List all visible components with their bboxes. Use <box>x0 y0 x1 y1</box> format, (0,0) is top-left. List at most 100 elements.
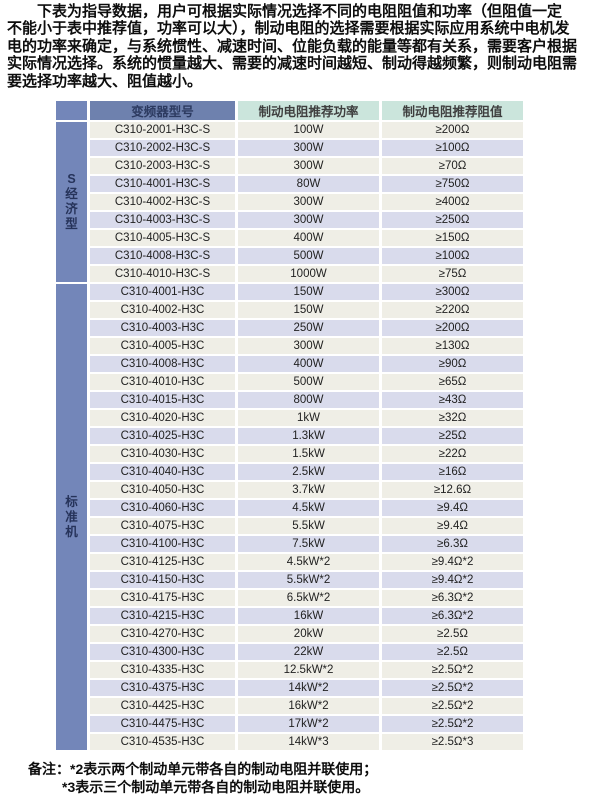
power-cell: 800W <box>238 392 379 408</box>
resistance-cell: ≥6.3Ω*2 <box>382 590 523 606</box>
power-cell: 400W <box>238 356 379 372</box>
model-cell: C310-4005-H3C-S <box>90 230 235 246</box>
model-cell: C310-4050-H3C <box>90 482 235 498</box>
resistance-cell: ≥100Ω <box>382 248 523 264</box>
resistance-cell: ≥130Ω <box>382 338 523 354</box>
table-row: C310-4075-H3C 5.5kW ≥9.4Ω <box>56 518 523 534</box>
power-cell: 1kW <box>238 410 379 426</box>
table-row: C310-4010-H3C 500W ≥65Ω <box>56 374 523 390</box>
power-cell: 5.5kW <box>238 518 379 534</box>
model-cell: C310-4003-H3C <box>90 320 235 336</box>
model-cell: C310-4215-H3C <box>90 608 235 624</box>
footnotes: 备注：*2表示两个制动单元带各自的制动电阻并联使用； *3表示三个制动单元带各自… <box>28 761 588 796</box>
resistance-cell: ≥250Ω <box>382 212 523 228</box>
model-cell: C310-4060-H3C <box>90 500 235 516</box>
model-cell: C310-4475-H3C <box>90 716 235 732</box>
footnote-text-1: *2表示两个制动单元带各自的制动电阻并联使用； <box>70 761 378 777</box>
resistance-cell: ≥9.4Ω <box>382 518 523 534</box>
table-row: C310-2003-H3C-S 300W ≥70Ω <box>56 158 523 174</box>
resistance-cell: ≥9.4Ω*2 <box>382 554 523 570</box>
table-row: C310-4003-H3C-S 300W ≥250Ω <box>56 212 523 228</box>
table-row: S 经济型 C310-2001-H3C-S 100W ≥200Ω <box>56 122 523 282</box>
resistance-cell: ≥400Ω <box>382 194 523 210</box>
power-cell: 17kW*2 <box>238 716 379 732</box>
resistance-cell: ≥22Ω <box>382 446 523 462</box>
resistance-cell: ≥75Ω <box>382 266 523 282</box>
table-row: C310-4050-H3C 3.7kW ≥12.6Ω <box>56 482 523 498</box>
table-row: C310-4015-H3C 800W ≥43Ω <box>56 392 523 408</box>
resistance-cell: ≥12.6Ω <box>382 482 523 498</box>
group-label-char: S <box>67 172 76 186</box>
power-cell: 16kW <box>238 608 379 624</box>
group-label-char: 经 <box>65 187 78 201</box>
table-row: C310-4008-H3C 400W ≥90Ω <box>56 356 523 372</box>
series-group-label: 标准机 <box>56 284 87 750</box>
power-cell: 5.5kW*2 <box>238 572 379 588</box>
table-row: C310-4475-H3C 17kW*2 ≥2.5Ω*2 <box>56 716 523 732</box>
power-cell: 300W <box>238 194 379 210</box>
group-label-char: 济 <box>65 202 78 216</box>
table-row: C310-4030-H3C 1.5kW ≥22Ω <box>56 446 523 462</box>
model-cell: C310-4015-H3C <box>90 392 235 408</box>
power-cell: 300W <box>238 140 379 156</box>
table-row: C310-4060-H3C 4.5kW ≥9.4Ω <box>56 500 523 516</box>
resistance-cell: ≥6.3Ω*2 <box>382 608 523 624</box>
resistance-cell: ≥90Ω <box>382 356 523 372</box>
table-row: C310-4020-H3C 1kW ≥32Ω <box>56 410 523 426</box>
power-cell: 300W <box>238 158 379 174</box>
power-cell: 400W <box>238 230 379 246</box>
table-row: C310-4003-H3C 250W ≥200Ω <box>56 320 523 336</box>
group-header-cell <box>56 101 87 120</box>
table-row: C310-4375-H3C 14kW*2 ≥2.5Ω*2 <box>56 680 523 696</box>
model-cell: C310-4300-H3C <box>90 644 235 660</box>
resistance-cell: ≥300Ω <box>382 284 523 300</box>
resistance-cell: ≥2.5Ω*3 <box>382 734 523 750</box>
table-row: C310-4010-H3C-S 1000W ≥75Ω <box>56 266 523 282</box>
model-cell: C310-2003-H3C-S <box>90 158 235 174</box>
power-cell: 150W <box>238 284 379 300</box>
intro-line: 电的功率来确定，与系统惯性、减速时间、位能负载的能量等都有关系，需要客户根据 <box>7 37 578 55</box>
power-cell: 4.5kW*2 <box>238 554 379 570</box>
resistance-cell: ≥6.3Ω <box>382 536 523 552</box>
resistance-cell: ≥2.5Ω <box>382 644 523 660</box>
resistor-table-body: S 经济型 C310-2001-H3C-S 100W ≥200Ω C310-2002-H3… <box>56 122 523 750</box>
group-label-char: 机 <box>65 524 78 539</box>
model-cell: C310-4335-H3C <box>90 662 235 678</box>
model-cell: C310-4150-H3C <box>90 572 235 588</box>
table-row: C310-4125-H3C 4.5kW*2 ≥9.4Ω*2 <box>56 554 523 570</box>
model-cell: C310-4003-H3C-S <box>90 212 235 228</box>
table-row: C310-4002-H3C 150W ≥220Ω <box>56 302 523 318</box>
power-cell: 500W <box>238 248 379 264</box>
resistance-column-header: 制动电阻推荐阻值 <box>382 101 523 120</box>
table-row: C310-4300-H3C 22kW ≥2.5Ω <box>56 644 523 660</box>
model-cell: C310-4175-H3C <box>90 590 235 606</box>
power-cell: 150W <box>238 302 379 318</box>
model-cell: C310-2002-H3C-S <box>90 140 235 156</box>
table-row: 标准机 C310-4001-H3C 150W ≥300Ω <box>56 284 523 750</box>
power-cell: 500W <box>238 374 379 390</box>
resistance-cell: ≥9.4Ω <box>382 500 523 516</box>
resistance-cell: ≥100Ω <box>382 140 523 156</box>
resistance-cell: ≥43Ω <box>382 392 523 408</box>
power-cell: 7.5kW <box>238 536 379 552</box>
table-row: C310-4100-H3C 7.5kW ≥6.3Ω <box>56 536 523 552</box>
table-row: C310-4335-H3C 12.5kW*2 ≥2.5Ω*2 <box>56 662 523 678</box>
table-row: C310-4008-H3C-S 500W ≥100Ω <box>56 248 523 264</box>
resistance-cell: ≥32Ω <box>382 410 523 426</box>
table-row: C310-4215-H3C 16kW ≥6.3Ω*2 <box>56 608 523 624</box>
power-cell: 2.5kW <box>238 464 379 480</box>
power-cell: 16kW*2 <box>238 698 379 714</box>
braking-resistor-table: 变频器型号 制动电阻推荐功率 制动电阻推荐阻值 S 经济型 C310-2001-H3… <box>53 99 526 752</box>
power-cell: 14kW*3 <box>238 734 379 750</box>
power-cell: 20kW <box>238 626 379 642</box>
intro-line: 不能小于表中推荐值，功率可以大），制动电阻的选择需要根据实际应用系统中电机发 <box>7 20 570 38</box>
resistance-cell: ≥150Ω <box>382 230 523 246</box>
model-cell: C310-4040-H3C <box>90 464 235 480</box>
resistance-cell: ≥2.5Ω*2 <box>382 716 523 732</box>
resistance-cell: ≥2.5Ω*2 <box>382 680 523 696</box>
table-row: C310-4425-H3C 16kW*2 ≥2.5Ω*2 <box>56 698 523 714</box>
model-cell: C310-4100-H3C <box>90 536 235 552</box>
power-cell: 1.5kW <box>238 446 379 462</box>
